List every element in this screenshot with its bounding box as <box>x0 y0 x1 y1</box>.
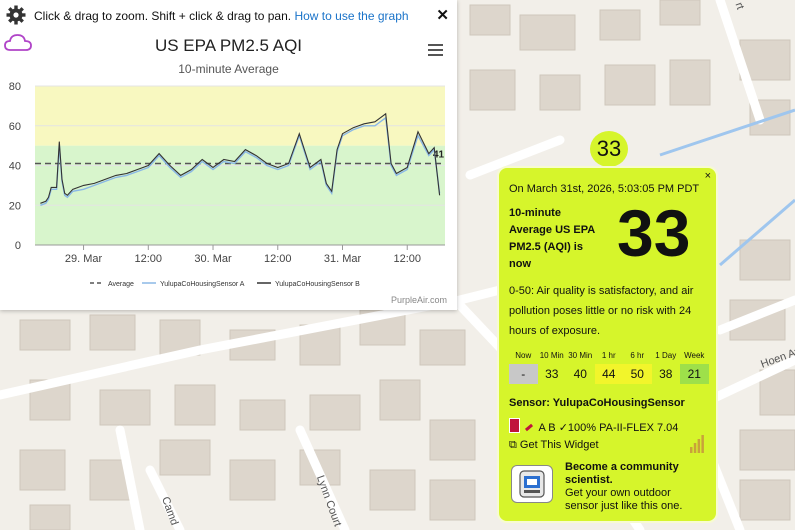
avg-label: Week <box>684 351 705 360</box>
x-tick-label: 12:00 <box>393 253 421 265</box>
legend-label: YulupaCoHousingSensor A <box>160 281 245 288</box>
avg-value: 50 <box>623 364 652 384</box>
legend-label: YulupaCoHousingSensor B <box>275 281 360 288</box>
avg-value: - <box>509 364 538 384</box>
popup-close-button[interactable]: × <box>704 170 711 182</box>
y-tick-label: 40 <box>9 161 21 173</box>
averages-table: Now - 10 Min 33 30 Min 40 1 hr 44 6 hr 50 1 D… <box>509 348 709 384</box>
y-tick-label: 60 <box>9 121 21 133</box>
series-line-sensor-b <box>40 112 441 204</box>
sensor-status-text: A B ✓100% PA-II-FLEX 7.04 <box>538 422 679 434</box>
avg-label: 6 hr <box>630 351 645 360</box>
device-icon <box>509 418 520 433</box>
chart-subtitle: 10-minute Average <box>178 62 279 76</box>
x-tick-label: 12:00 <box>135 253 163 265</box>
popup-air-quality-info: 0-50: Air quality is satisfactory, and a… <box>509 285 694 337</box>
x-tick-label: 30. Mar <box>194 253 232 265</box>
avg-label: 1 Day <box>655 351 677 360</box>
x-tick-label: 29. Mar <box>65 253 103 265</box>
avg-value: 44 <box>594 364 623 384</box>
thermometer-icon <box>525 423 534 432</box>
series-line-sensor-a <box>40 116 441 206</box>
popup-aqi-value: 33 <box>617 196 691 270</box>
avg-label: 1 hr <box>601 351 616 360</box>
y-tick-label: 20 <box>9 200 21 212</box>
avg-cell-week[interactable]: Week 21 <box>680 348 709 384</box>
chart-panel[interactable]: Click & drag to zoom. Shift + click & dr… <box>0 0 457 310</box>
aqi-band-1 <box>35 86 445 146</box>
avg-cell-30min[interactable]: 30 Min 40 <box>566 348 595 384</box>
popup-date: On March 31st, 2026, 5:03:05 PM PDT <box>509 183 700 195</box>
cloud-icon[interactable] <box>4 33 32 58</box>
gear-icon[interactable] <box>6 5 26 28</box>
avg-label: 10 Min <box>539 351 564 360</box>
chart-hint-bar: Click & drag to zoom. Shift + click & dr… <box>6 5 453 27</box>
avg-label: Now <box>515 351 532 360</box>
avg-cell-now[interactable]: Now - <box>509 348 538 384</box>
average-value-label: 41 <box>433 150 445 161</box>
chart-close-button[interactable]: ✕ <box>436 7 449 24</box>
avg-value: 38 <box>651 364 680 384</box>
aqi-line-chart[interactable]: 0 20 40 60 80 29. Mar 12:00 30. Mar 12:00 31. Mar… <box>0 80 457 295</box>
how-to-use-graph-link[interactable]: How to use the graph <box>294 9 409 23</box>
chart-hint-label: Click & drag to zoom. Shift + click & dr… <box>34 9 292 23</box>
avg-label: 30 Min <box>568 351 593 360</box>
purpleair-credit[interactable]: PurpleAir.com <box>390 295 447 305</box>
y-tick-label: 80 <box>9 81 21 93</box>
purpleair-sensor-icon[interactable] <box>511 465 553 503</box>
get-widget-link[interactable]: ⧉ Get This Widget <box>509 439 599 451</box>
popup-metric-description: 10-minute Average US EPA PM2.5 (AQI) is … <box>509 207 595 270</box>
x-tick-label: 31. Mar <box>324 253 362 265</box>
sensor-popup: × On March 31st, 2026, 5:03:05 PM PDT 10… <box>497 166 718 523</box>
signal-strength-icon <box>690 435 704 458</box>
community-scientist-text: Get your own outdoor sensor just like th… <box>565 487 683 512</box>
chart-menu-icon[interactable] <box>428 44 443 59</box>
avg-cell-10min[interactable]: 10 Min 33 <box>537 348 566 384</box>
sensor-name[interactable]: Sensor: YulupaCoHousingSensor <box>509 397 685 409</box>
x-tick-label: 12:00 <box>264 253 292 265</box>
avg-value: 21 <box>680 364 709 384</box>
avg-value: 33 <box>537 364 566 384</box>
y-tick-label: 0 <box>15 240 21 252</box>
avg-value: 40 <box>566 364 595 384</box>
avg-cell-6hr[interactable]: 6 hr 50 <box>623 348 652 384</box>
chart-title: US EPA PM2.5 AQI <box>154 36 303 55</box>
avg-cell-1day[interactable]: 1 Day 38 <box>651 348 680 384</box>
chart-hint-text: Click & drag to zoom. Shift + click & dr… <box>34 9 409 23</box>
sensor-status: A B ✓100% PA-II-FLEX 7.04 <box>509 418 678 434</box>
avg-cell-1hr[interactable]: 1 hr 44 <box>594 348 623 384</box>
legend-label: Average <box>108 281 134 288</box>
aqi-band-0 <box>35 145 445 245</box>
sensor-marker[interactable]: 33 <box>590 131 628 167</box>
community-scientist-title[interactable]: Become a community scientist. <box>565 461 679 486</box>
